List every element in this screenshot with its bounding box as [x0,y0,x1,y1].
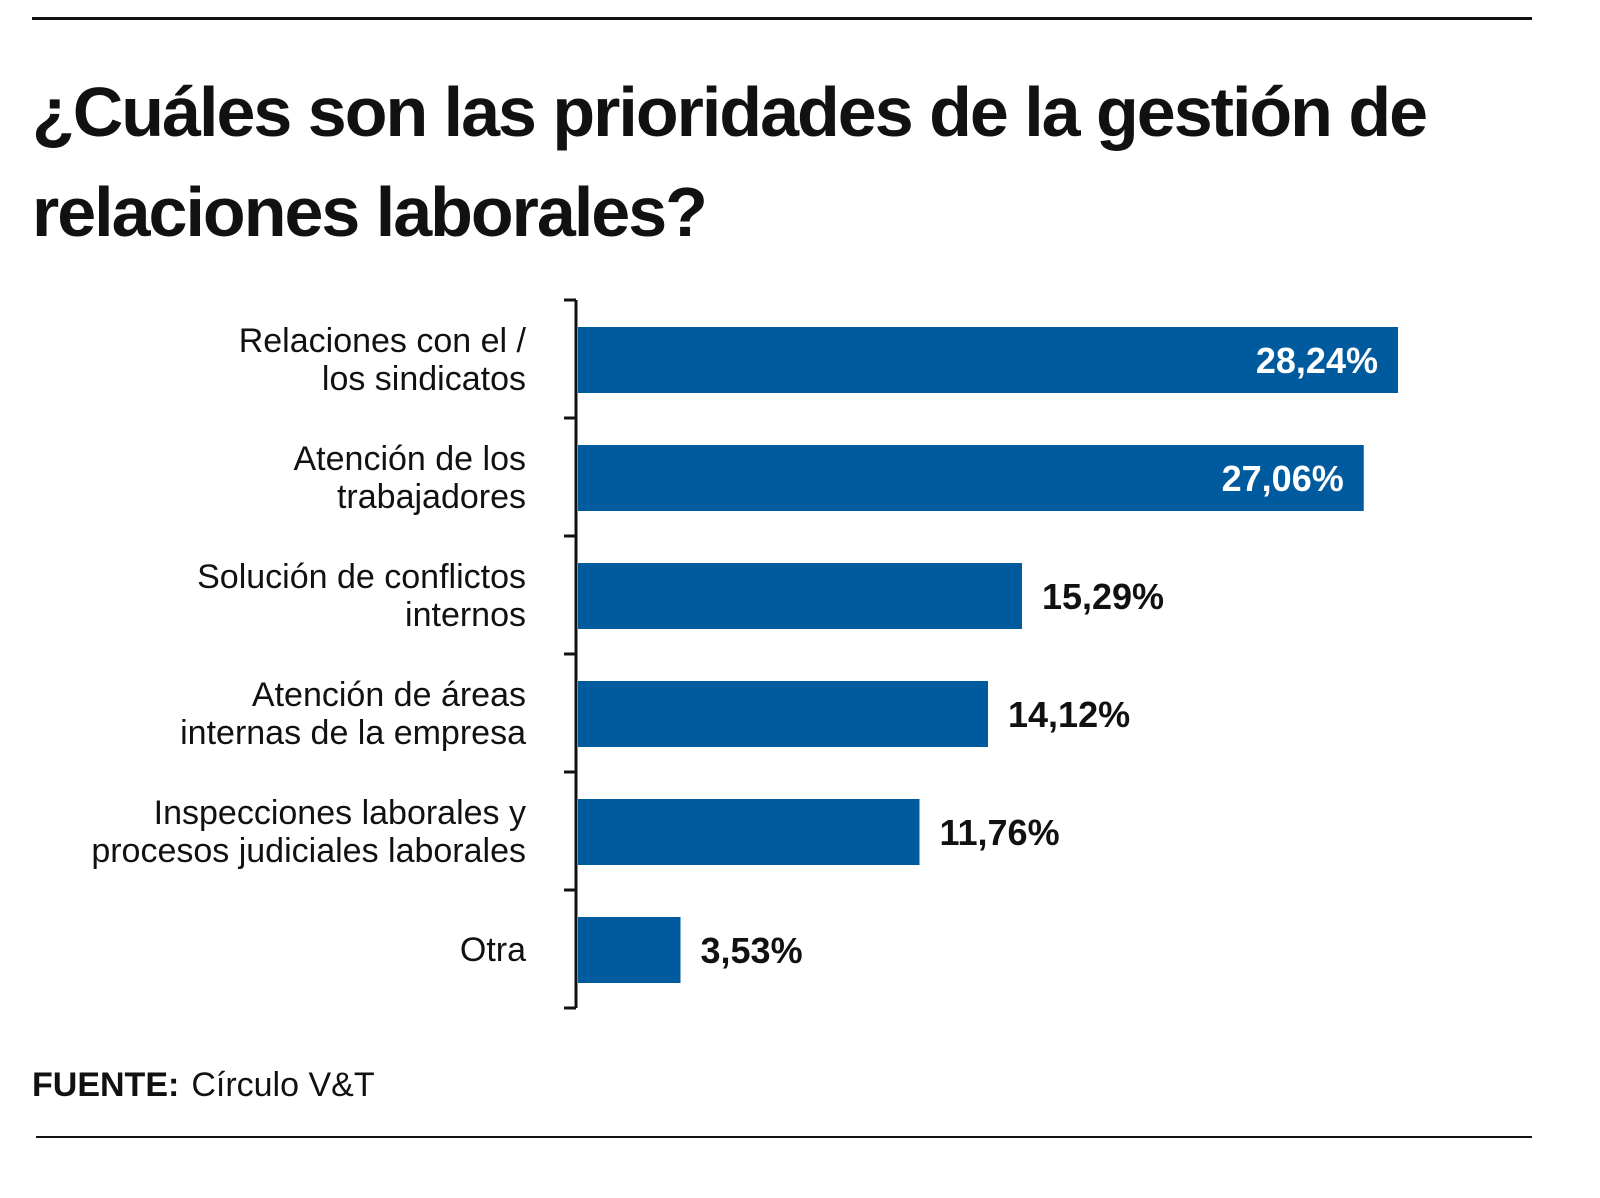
bar [578,681,988,747]
bottom-rule [36,1136,1532,1138]
source-label: FUENTE: [32,1066,180,1104]
category-label: Atención de áreas internas de la empresa [180,676,526,752]
bar [578,917,681,983]
source-note: FUENTE: Círculo V&T [32,1066,375,1105]
bar [578,799,920,865]
bar [578,445,1364,511]
bar [578,327,1398,393]
bar [578,563,1022,629]
data-label: 3,53% [701,930,803,971]
category-label: Atención de los trabajadores [293,440,527,516]
category-label: Inspecciones laborales y procesos judici… [91,794,526,870]
chart-title: ¿Cuáles son las prioridades de la gestió… [32,73,1428,251]
data-label: 28,24% [1256,340,1378,381]
data-label: 27,06% [1222,458,1344,499]
category-label: Relaciones con el / los sindicatos [238,322,526,398]
source-text: Círculo V&T [191,1066,375,1104]
category-label: Otra [459,931,526,969]
top-rule [32,17,1532,20]
data-label: 14,12% [1008,694,1130,735]
data-label: 15,29% [1042,576,1164,617]
data-label: 11,76% [939,812,1059,853]
category-label: Solución de conflictos internos [197,558,526,634]
